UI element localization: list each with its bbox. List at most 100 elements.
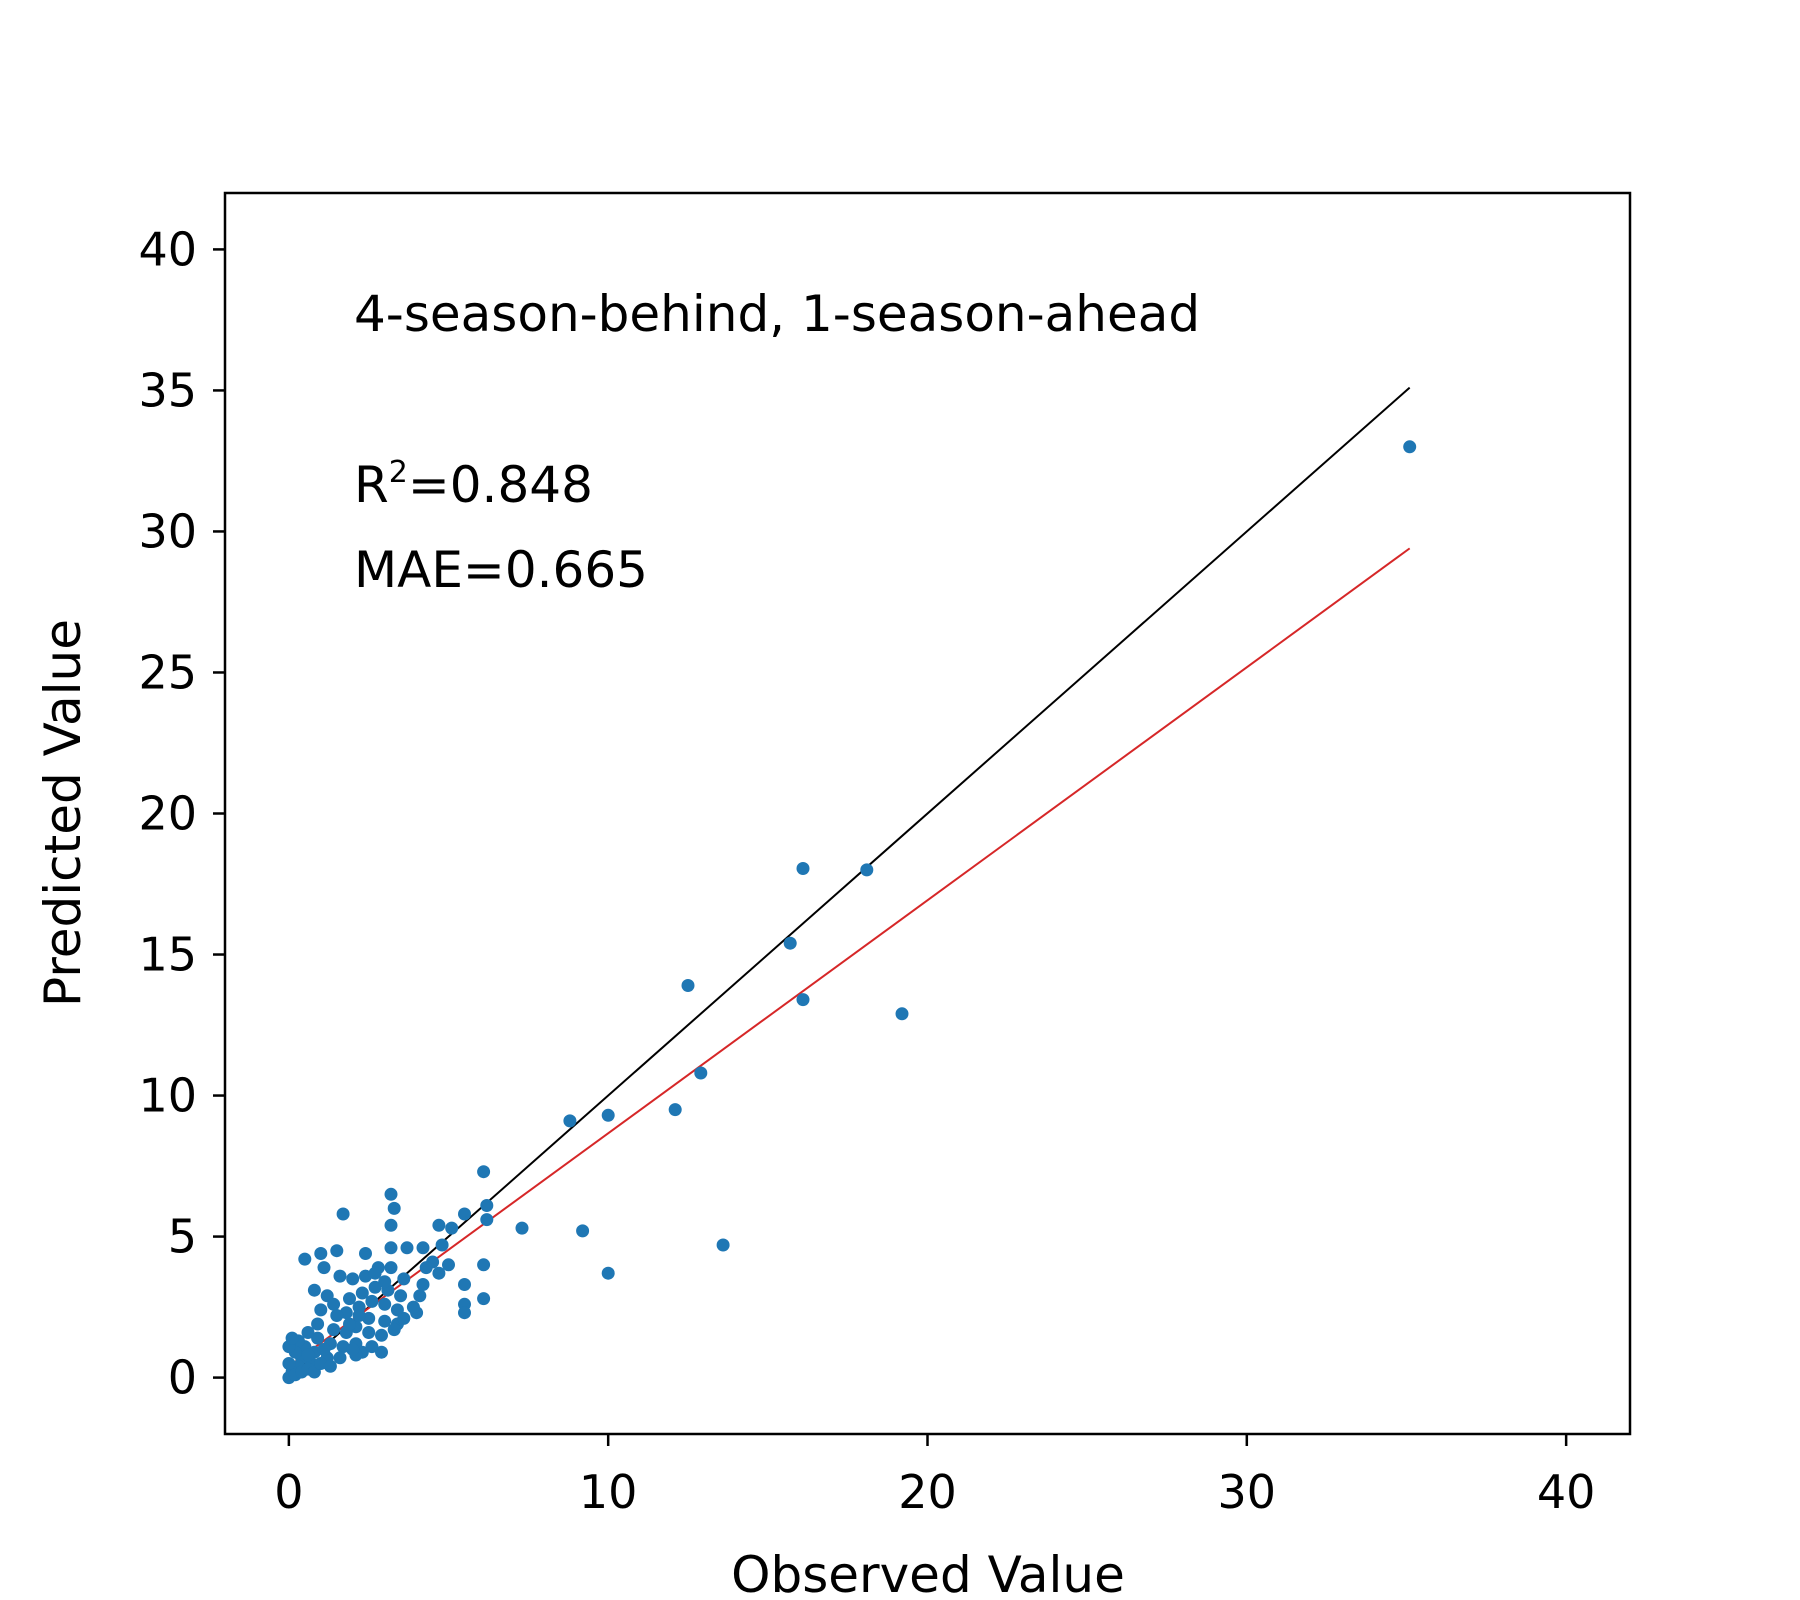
y-tick-label: 10 <box>138 1069 197 1123</box>
data-point <box>416 1278 430 1291</box>
data-point <box>323 1359 337 1373</box>
annotation-title: 4-season-behind, 1-season-ahead <box>354 285 1200 343</box>
data-point <box>365 1294 379 1308</box>
data-point <box>668 1103 682 1117</box>
data-point <box>327 1323 341 1337</box>
data-point <box>343 1292 356 1306</box>
y-tick-label: 0 <box>168 1351 197 1405</box>
data-point <box>343 1317 356 1331</box>
data-point <box>378 1314 392 1328</box>
data-point <box>352 1309 366 1322</box>
data-point <box>397 1311 411 1325</box>
data-point <box>384 1218 398 1232</box>
data-point <box>400 1241 414 1255</box>
y-tick-label: 5 <box>168 1210 197 1264</box>
data-point <box>458 1207 471 1221</box>
data-point <box>346 1342 360 1356</box>
data-point <box>362 1326 376 1339</box>
x-tick-label: 0 <box>274 1465 303 1519</box>
data-point <box>311 1331 325 1345</box>
data-point <box>387 1201 401 1215</box>
y-tick-label: 25 <box>138 645 197 699</box>
ticks-layer: 0 10 20 30 40 0 5 10 15 20 25 30 35 40 <box>138 222 1595 1519</box>
y-tick-label: 30 <box>138 504 197 558</box>
data-point <box>442 1258 455 1272</box>
data-point <box>601 1266 615 1280</box>
y-tick-label: 35 <box>138 363 197 417</box>
data-point <box>368 1266 382 1280</box>
data-point <box>477 1165 491 1179</box>
data-point <box>563 1114 577 1128</box>
data-point <box>365 1340 379 1354</box>
data-point <box>314 1303 328 1317</box>
data-point <box>576 1224 590 1238</box>
data-point <box>895 1007 909 1021</box>
data-point <box>384 1241 398 1255</box>
data-point <box>681 979 695 992</box>
data-point <box>480 1213 494 1227</box>
data-point <box>317 1342 331 1356</box>
data-point <box>314 1247 328 1260</box>
x-tick-label: 10 <box>579 1465 638 1519</box>
data-point <box>378 1275 392 1289</box>
data-point <box>445 1221 459 1235</box>
x-tick-label: 20 <box>898 1465 957 1519</box>
data-point <box>384 1187 398 1201</box>
x-tick-label: 30 <box>1218 1465 1277 1519</box>
data-point <box>515 1221 529 1235</box>
points-layer <box>282 440 1417 1385</box>
data-point <box>387 1323 401 1337</box>
data-point <box>783 936 797 950</box>
data-point <box>435 1238 449 1252</box>
x-tick-label: 40 <box>1537 1465 1596 1519</box>
identity-line <box>288 386 1411 1379</box>
data-point <box>330 1244 344 1258</box>
data-point <box>432 1266 446 1280</box>
data-point <box>416 1241 430 1255</box>
data-point <box>282 1357 296 1370</box>
data-point <box>317 1261 331 1275</box>
data-point <box>375 1345 388 1359</box>
data-point <box>477 1292 491 1306</box>
data-point <box>458 1306 471 1320</box>
lines-layer <box>288 386 1411 1379</box>
data-point <box>480 1199 494 1212</box>
data-point <box>298 1252 312 1266</box>
data-point <box>419 1261 433 1275</box>
data-point <box>301 1326 315 1339</box>
data-point <box>601 1108 615 1122</box>
data-point <box>333 1269 347 1283</box>
data-point <box>330 1309 344 1322</box>
data-point <box>458 1278 471 1291</box>
data-point <box>368 1280 382 1294</box>
data-point <box>406 1300 420 1314</box>
data-point <box>333 1351 347 1365</box>
y-tick-label: 40 <box>138 222 197 276</box>
data-point <box>432 1218 446 1232</box>
data-point <box>716 1238 730 1252</box>
data-point <box>694 1066 708 1080</box>
data-point <box>796 993 810 1007</box>
data-point <box>397 1272 411 1286</box>
data-point <box>311 1317 325 1331</box>
data-point <box>355 1286 369 1300</box>
data-point <box>336 1207 350 1221</box>
x-axis-label: Observed Value <box>731 1546 1125 1600</box>
data-point <box>1403 440 1417 454</box>
data-point <box>413 1289 427 1303</box>
data-point <box>394 1289 408 1303</box>
annotation-r2-value: =0.848 <box>408 456 593 514</box>
annotation-mae: MAE=0.665 <box>354 541 648 599</box>
fit-line <box>288 547 1411 1368</box>
data-point <box>285 1331 299 1345</box>
annotation-r2: R2=0.848 <box>354 455 593 514</box>
data-point <box>346 1272 360 1286</box>
data-point <box>796 862 810 875</box>
annotation-r2-sup: 2 <box>389 455 408 490</box>
data-point <box>384 1261 398 1275</box>
data-point <box>301 1348 315 1362</box>
data-point <box>477 1258 491 1272</box>
annotation-r2-base: R <box>354 456 389 514</box>
